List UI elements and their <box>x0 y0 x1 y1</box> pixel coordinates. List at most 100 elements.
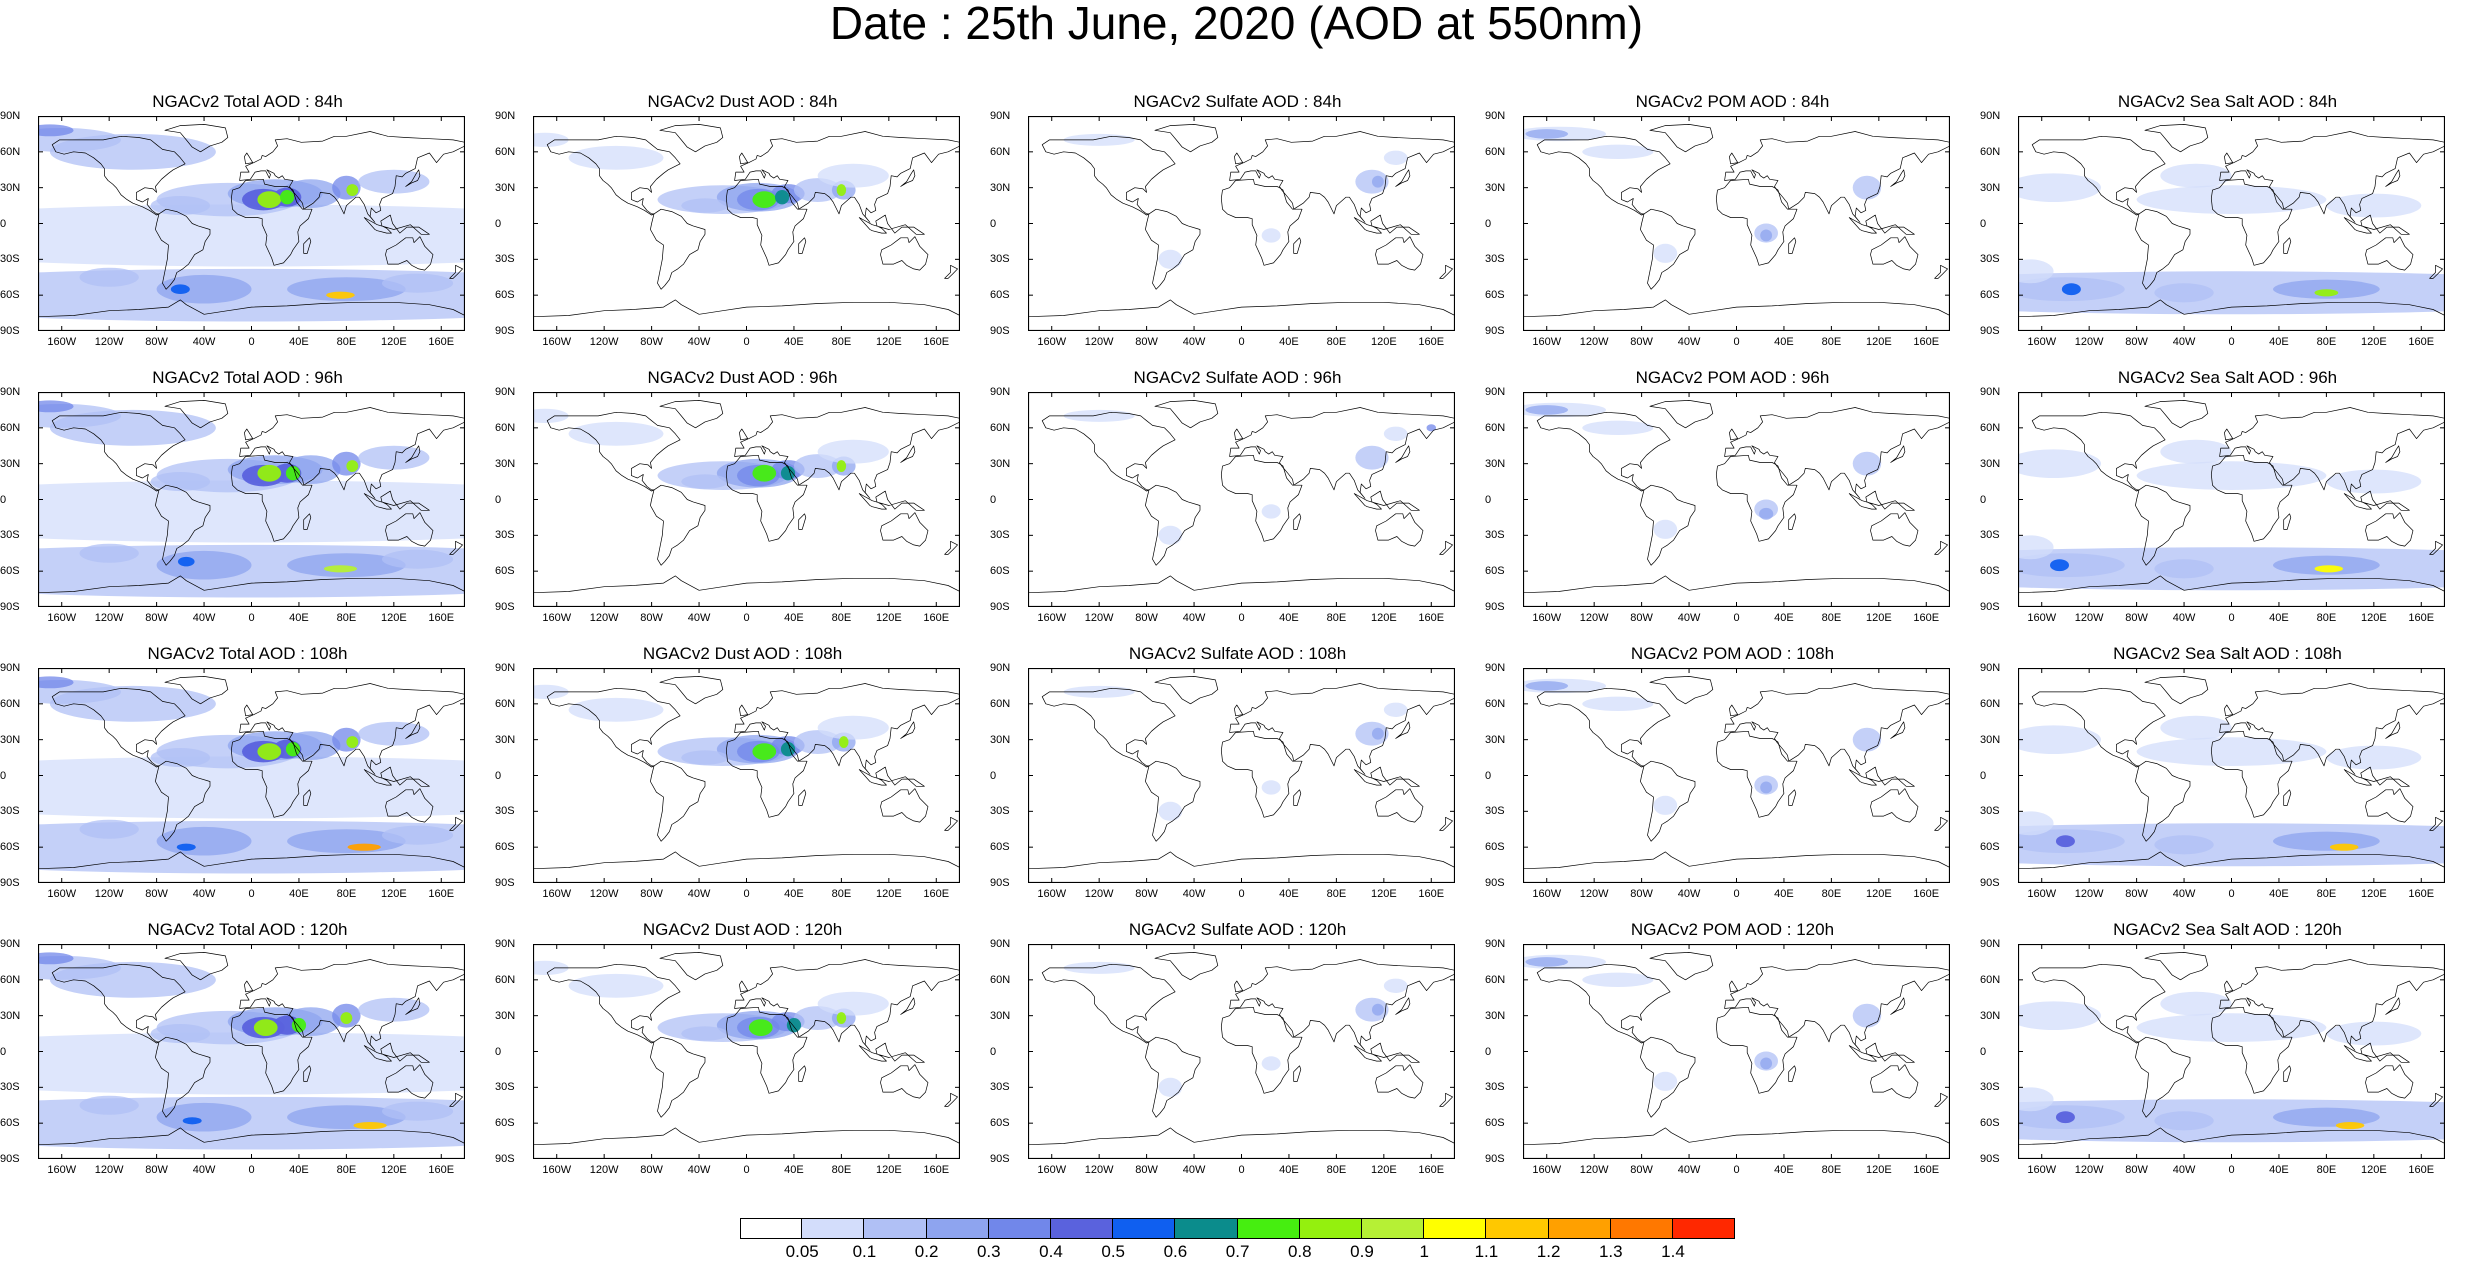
lat-label: 30N <box>1485 733 1506 746</box>
coastline-australia <box>880 512 929 547</box>
lon-label: 80E <box>2316 612 2337 624</box>
lat-label: 30N <box>990 733 1011 746</box>
aod-blob <box>681 198 729 213</box>
map-frame <box>1523 668 1950 883</box>
lat-label: 60S <box>495 289 515 302</box>
coastline-south-america <box>1145 484 1201 566</box>
lon-label: 160W <box>1037 612 1067 624</box>
coastline-africa <box>725 1006 808 1094</box>
lon-label: 120E <box>1865 888 1892 900</box>
lon-label: 40W <box>192 612 216 624</box>
panel-title: NGACv2 Dust AOD : 108h <box>642 644 843 663</box>
coastline-antarctica <box>533 299 960 331</box>
coastline-greenland <box>164 952 229 981</box>
aod-blob <box>291 1018 307 1033</box>
coastline-madagascar <box>798 513 807 530</box>
lon-label: 160E <box>1418 888 1445 900</box>
lat-label: 60N <box>1980 697 2001 710</box>
lat-label: 30N <box>1485 1009 1506 1022</box>
world-map <box>1523 668 1950 883</box>
aod-blob <box>774 190 790 205</box>
world-map <box>533 392 960 607</box>
world-map <box>38 392 465 607</box>
map-frame <box>1523 392 1950 607</box>
coastline-indonesia <box>2343 1042 2410 1063</box>
lat-label: 0 <box>1485 217 1492 230</box>
lon-label: 120E <box>2360 1164 2387 1176</box>
coastline-africa <box>1715 730 1798 818</box>
coastline-antarctica <box>1028 299 1455 331</box>
lat-label: 60N <box>1485 973 1506 986</box>
lat-label: 60S <box>1980 1117 2000 1130</box>
lat-label: 30S <box>1485 805 1505 818</box>
lon-label: 120W <box>1579 1164 1609 1176</box>
colorbar-swatch <box>1237 1218 1300 1239</box>
lon-label: 0 <box>2228 1164 2235 1176</box>
lat-label: 60S <box>1485 289 1505 302</box>
panel-title: NGACv2 Sea Salt AOD : 96h <box>2117 368 2338 387</box>
coastline-new-zealand <box>449 540 463 555</box>
aod-blob <box>2160 991 2232 1016</box>
aod-blob <box>1582 972 1654 987</box>
aod-blob <box>2326 469 2422 494</box>
aod-blob <box>2154 283 2214 303</box>
lon-label: 40W <box>2172 612 2196 624</box>
lat-label: 90S <box>990 1153 1010 1165</box>
aod-blob <box>817 163 889 188</box>
lat-label: 90S <box>1980 325 2000 337</box>
colorbar-swatch <box>740 1218 803 1239</box>
lat-label: 60S <box>1485 841 1505 854</box>
lat-label: 0 <box>1485 769 1492 782</box>
lat-label: 30N <box>0 181 21 194</box>
panel-title: NGACv2 POM AOD : 84h <box>1635 92 1830 111</box>
lon-label: 120W <box>94 336 124 348</box>
lon-label: 120E <box>380 336 407 348</box>
lat-label: 30S <box>495 805 515 818</box>
coastline-new-zealand <box>449 816 463 831</box>
lon-label: 0 <box>1238 336 1245 348</box>
lon-label: 40W <box>1182 612 1206 624</box>
coastline-north-america <box>1536 411 1671 492</box>
lat-label: 60N <box>990 973 1011 986</box>
lon-label: 80E <box>336 1164 357 1176</box>
lon-label: 80E <box>1821 612 1842 624</box>
lon-label: 40W <box>687 888 711 900</box>
lon-label: 40E <box>289 612 309 624</box>
coastline-new-zealand <box>1934 540 1948 555</box>
lon-label: 80E <box>2316 336 2337 348</box>
aod-blob <box>358 445 430 470</box>
coastlines <box>1523 676 1950 883</box>
lat-label: 0 <box>1980 1045 1987 1058</box>
lat-label: 30S <box>1485 529 1505 542</box>
aod-blob <box>1355 445 1389 470</box>
coastline-north-america <box>51 687 186 768</box>
lon-label: 80W <box>2125 336 2148 348</box>
lat-label: 30N <box>1980 457 2001 470</box>
aod-blob <box>287 553 406 578</box>
coastline-new-zealand <box>944 264 958 279</box>
map-background <box>1028 944 1455 1159</box>
lat-label: 30S <box>0 805 20 818</box>
coastline-africa <box>2210 178 2293 266</box>
map-frame <box>2018 668 2445 883</box>
lon-label: 80E <box>831 612 852 624</box>
lon-label: 160E <box>1418 336 1445 348</box>
coastline-new-zealand <box>1439 264 1453 279</box>
aod-blob <box>568 697 664 722</box>
lon-label: 80E <box>1821 888 1842 900</box>
coastline-eurasia <box>1229 683 1455 775</box>
lon-label: 120E <box>1865 612 1892 624</box>
coastline-madagascar <box>798 1065 807 1082</box>
coastlines <box>533 952 960 1159</box>
colorbar-swatch <box>1486 1218 1549 1239</box>
coastline-eurasia <box>734 683 960 775</box>
coastline-south-america <box>650 1036 706 1118</box>
map-frame <box>1523 944 1950 1159</box>
world-map <box>1523 116 1950 331</box>
aod-blob <box>2314 565 2343 573</box>
lon-label: 160W <box>1532 888 1562 900</box>
coastline-north-america <box>1536 963 1671 1044</box>
coastline-british-isles <box>1729 704 1739 717</box>
lat-label: 90N <box>1980 662 2001 674</box>
aod-field <box>2018 715 2445 867</box>
